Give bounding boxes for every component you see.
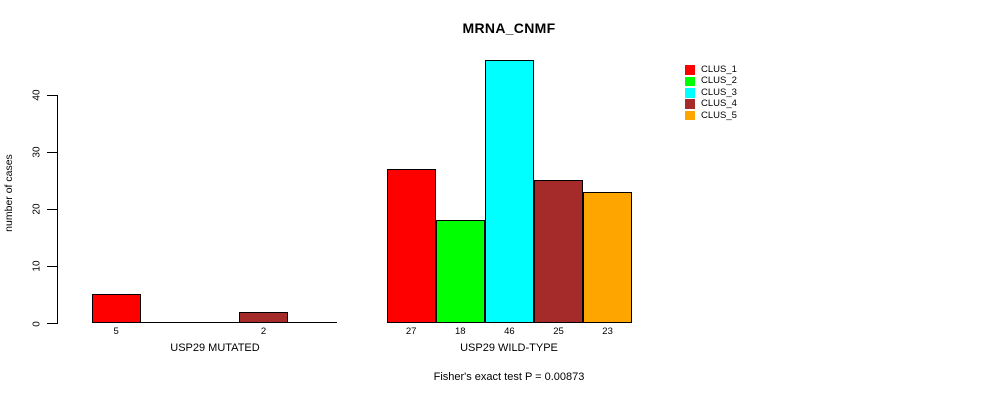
y-axis-tick xyxy=(47,208,57,210)
bar-clus_4-group1 xyxy=(239,311,288,323)
y-axis-tick xyxy=(47,265,57,267)
legend-label: CLUS_3 xyxy=(701,86,737,98)
bar-value-label: 27 xyxy=(405,326,417,337)
bar-value-label: 46 xyxy=(504,326,515,337)
legend-label: CLUS_1 xyxy=(701,64,737,76)
bar-value-label: 23 xyxy=(602,326,613,337)
legend-item-clus_2: CLUS_2 xyxy=(685,76,737,87)
legend-label: CLUS_4 xyxy=(701,98,737,110)
bar-value-label: 18 xyxy=(455,326,466,337)
legend-item-clus_4: CLUS_4 xyxy=(685,99,737,110)
y-axis-tick-label: 0 xyxy=(31,320,43,327)
legend-swatch-clus_5 xyxy=(685,110,695,121)
y-axis-tick xyxy=(47,323,57,324)
group-label-usp29-wild-type: USP29 WILD-TYPE xyxy=(460,342,558,354)
group-label-usp29-mutated: USP29 MUTATED xyxy=(170,342,260,354)
y-axis-tick-label: 20 xyxy=(31,203,43,215)
legend-swatch-clus_4 xyxy=(685,99,695,109)
bar-value-label: 2 xyxy=(260,326,267,337)
legend-item-clus_1: CLUS_1 xyxy=(685,65,737,76)
fisher-test-footnote: Fisher's exact test P = 0.00873 xyxy=(433,371,585,383)
chart-title: MRNA_CNMF xyxy=(462,20,556,36)
legend-label: CLUS_2 xyxy=(701,75,737,87)
y-axis-tick-label: 40 xyxy=(31,89,43,101)
y-axis-tick xyxy=(47,151,57,153)
bar-value-label: 25 xyxy=(553,326,564,337)
legend-label: CLUS_5 xyxy=(701,109,737,121)
legend-item-clus_5: CLUS_5 xyxy=(685,110,737,121)
bar-clus_1-group1 xyxy=(91,294,141,323)
bar-value-label: 5 xyxy=(113,326,119,337)
legend-item-clus_3: CLUS_3 xyxy=(685,87,737,98)
bar-clus_2-group2 xyxy=(435,220,485,323)
y-axis-tick-label: 10 xyxy=(31,260,43,272)
bar-clus_5-group2 xyxy=(583,191,633,323)
legend-swatch-clus_2 xyxy=(685,76,695,87)
y-axis-line xyxy=(57,94,58,324)
bar-clus_4-group2 xyxy=(534,180,583,323)
bar-clus_1-group2 xyxy=(386,168,436,323)
y-axis-tick-label: 30 xyxy=(31,146,43,158)
x-axis-baseline xyxy=(91,322,338,323)
y-axis-label: number of cases xyxy=(3,154,15,232)
bar-clus_3-group2 xyxy=(484,60,534,323)
y-axis-tick xyxy=(47,94,57,96)
legend-swatch-clus_3 xyxy=(685,88,695,98)
legend-swatch-clus_1 xyxy=(685,65,695,75)
